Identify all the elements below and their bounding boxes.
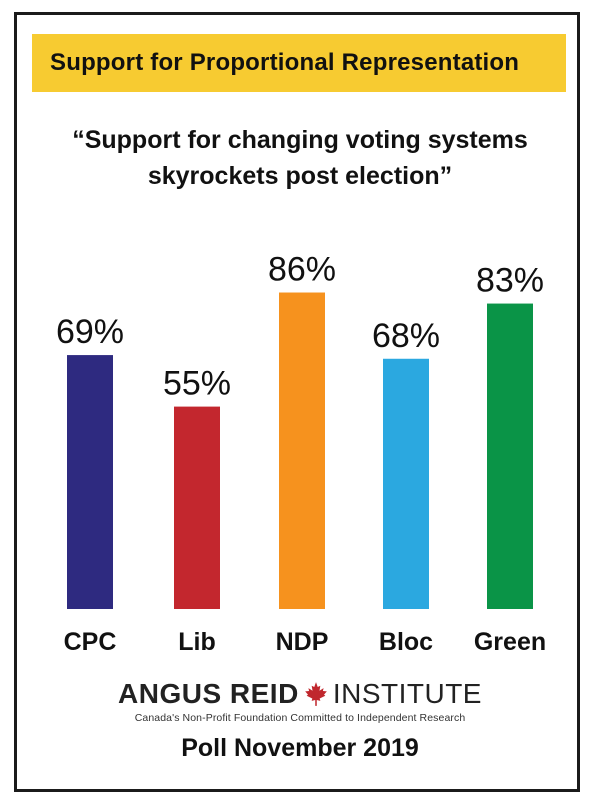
subtitle-line-1: “Support for changing voting systems	[72, 126, 528, 154]
subtitle-line-2: skyrockets post election”	[147, 162, 453, 190]
category-label-bloc: Bloc	[379, 628, 433, 656]
poll-date: Poll November 2019	[181, 734, 419, 762]
value-label-cpc: 69%	[56, 313, 124, 351]
bar-green	[487, 303, 533, 609]
category-label-ndp: NDP	[276, 628, 329, 656]
logo-tagline: Canada's Non-Profit Foundation Committed…	[134, 712, 466, 724]
logo-wordmark-strong: ANGUS REID	[118, 678, 299, 709]
maple-leaf-icon	[304, 682, 327, 706]
value-label-ndp: 86%	[268, 251, 336, 289]
bar-bloc	[383, 358, 429, 609]
category-label-cpc: CPC	[64, 628, 117, 656]
value-label-green: 83%	[476, 262, 544, 300]
angus-reid-logo: ANGUS REID INSTITUTE Canada's Non-Profit…	[0, 678, 600, 724]
bar-cpc	[67, 355, 113, 609]
logo-wordmark-light: INSTITUTE	[332, 678, 482, 709]
chart-subtitle: “Support for changing voting systems sky…	[30, 122, 570, 194]
bar-lib	[174, 406, 220, 609]
banner-title: Support for Proportional Representation	[50, 49, 520, 76]
category-label-lib: Lib	[178, 628, 216, 656]
title-banner: Support for Proportional Representation	[32, 34, 566, 92]
category-label-green: Green	[474, 628, 546, 656]
value-label-lib: 55%	[163, 365, 231, 403]
chart-frame	[14, 12, 580, 792]
bar-ndp	[279, 292, 325, 609]
value-label-bloc: 68%	[372, 317, 440, 355]
